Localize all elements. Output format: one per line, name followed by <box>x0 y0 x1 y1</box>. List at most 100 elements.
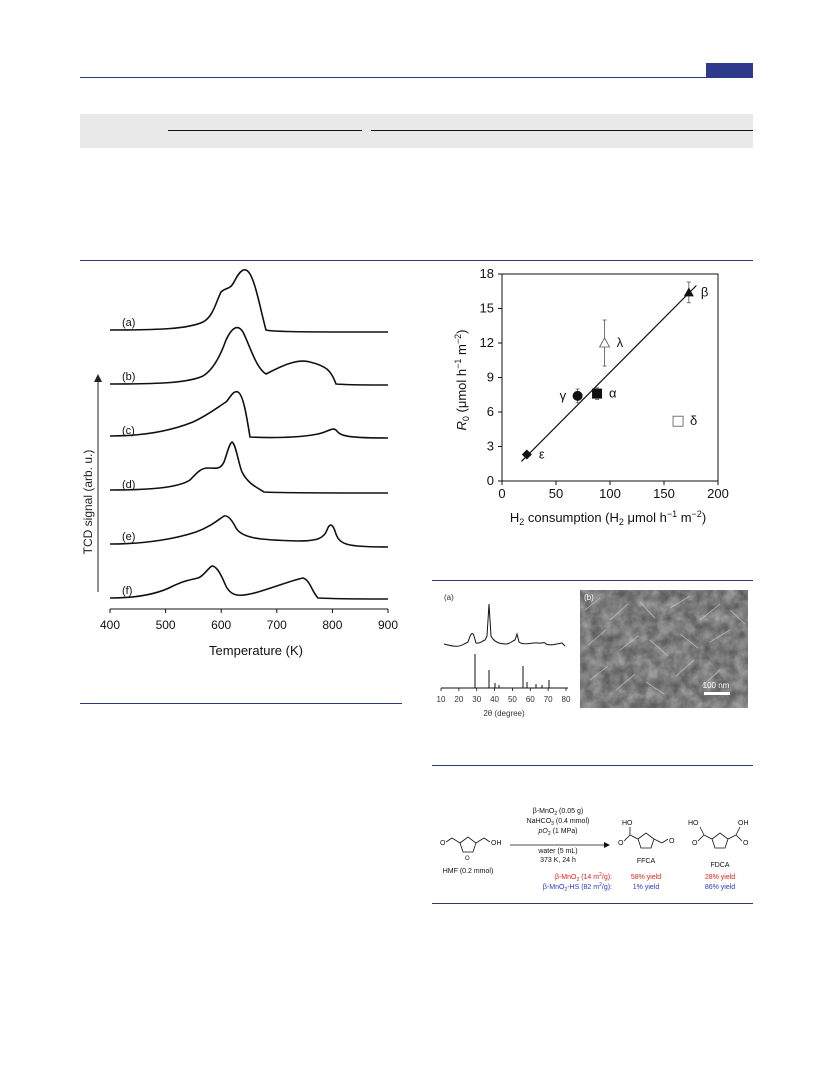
scatter-y-tick-label: 3 <box>487 439 494 454</box>
scatter-x-tick-label: 50 <box>549 486 563 501</box>
hmf-label: HMF (0.2 mmol) <box>443 868 494 875</box>
xrd-top-rule <box>432 580 753 581</box>
xrd-x-label: 2θ (degree) <box>483 709 525 718</box>
tpr-curve-a <box>109 269 389 333</box>
xrd-chart: (a) 10 20 30 40 50 60 70 80 2θ (degree) <box>437 593 571 718</box>
scatter-y-tick-label: 18 <box>480 266 494 281</box>
tpr-curve-c <box>109 390 389 439</box>
xrd-x-tick-label: 70 <box>544 695 553 704</box>
tpr-label-e: (e) <box>122 531 135 543</box>
scatter-y-tick-label: 0 <box>487 473 494 488</box>
row1-fdca-yield: 28% yield <box>705 874 735 881</box>
tpr-x-tick-label: 500 <box>156 618 176 632</box>
fdca-ho: HO <box>688 820 699 827</box>
xrd-x-tick-label: 40 <box>490 695 499 704</box>
hmf-oh: OH <box>491 840 502 847</box>
scatter-chart: 0 50 100 150 200 0 3 6 9 12 15 18 β λ γ α δ ε H2 consumpt… <box>453 266 729 527</box>
tpr-label-b: (b) <box>122 371 135 383</box>
tpr-x-tick-label: 900 <box>378 618 398 632</box>
row1-catalyst: β-MnO2 (14 m2/g): <box>555 872 612 883</box>
scatter-x-tick-label: 150 <box>653 486 675 501</box>
scatter-point-label: ε <box>539 447 545 462</box>
row1-ffca-yield: 58% yield <box>631 874 661 881</box>
ffca-ho: HO <box>622 820 633 827</box>
scatter-y-axis-label: R0 (μmol h−1 m−2) <box>453 330 471 431</box>
xrd-x-ticks: 10 20 30 40 50 60 70 80 <box>437 688 571 704</box>
tpr-x-ticks: 400 500 600 700 800 900 <box>100 609 398 632</box>
xrd-x-tick-label: 30 <box>472 695 481 704</box>
xrd-panel-label: (a) <box>444 593 454 602</box>
condition-temp-time: 373 K, 24 h <box>540 857 576 864</box>
scatter-frame <box>501 273 719 482</box>
scatter-x-axis-label: H2 consumption (H2 μmol h−1 m−2) <box>510 509 706 527</box>
ffca-structure <box>623 827 669 849</box>
sem-texture: (b) 100 nm <box>580 590 748 708</box>
xrd-x-tick-label: 20 <box>454 695 463 704</box>
scatter-y-tick-label: 12 <box>480 335 494 350</box>
table-header-band <box>80 114 753 148</box>
sem-panel-label: (b) <box>584 593 594 602</box>
tpr-label-d: (d) <box>122 479 135 491</box>
tpr-curve-e <box>109 515 389 548</box>
tpr-x-tick-label: 600 <box>211 618 231 632</box>
tpr-chart: TCD signal (arb. u.) (a) (b) (c) (d) (e)… <box>81 269 398 658</box>
fdca-oh: OH <box>738 820 749 827</box>
figure-top-rule <box>80 260 753 261</box>
figure-left-bottom-rule <box>80 703 402 704</box>
tpr-x-label: Temperature (K) <box>209 643 303 658</box>
scatter-point-label: γ <box>560 388 567 403</box>
fdca-o-right: O <box>743 840 749 847</box>
tpr-label-c: (c) <box>122 425 135 437</box>
scatter-point <box>592 388 603 399</box>
ffca-o-right: O <box>669 838 675 845</box>
fdca-label: FDCA <box>710 862 729 869</box>
reaction-scheme: O O OH HMF (0.2 mmol) β-MnO2 (0.05 g) Na… <box>440 808 749 893</box>
xrd-x-tick-label: 60 <box>526 695 535 704</box>
reaction-arrowhead <box>604 842 610 848</box>
ffca-o-left: O <box>618 840 624 847</box>
xrd-x-tick-label: 80 <box>562 695 571 704</box>
scatter-y-tick-label: 15 <box>480 301 494 316</box>
condition-base: NaHCO3 (0.4 mmol) <box>527 818 590 827</box>
scatter-point-label: δ <box>690 413 697 428</box>
xrd-reference-sticks <box>474 654 550 688</box>
scatter-point-label: α <box>609 386 617 401</box>
row2-catalyst: β-MnO2-HS (82 m2/g): <box>543 882 612 893</box>
tpr-x-tick-label: 400 <box>100 618 120 632</box>
condition-oxygen: pO2 (1 MPa) <box>538 828 578 837</box>
scatter-y-tick-label: 6 <box>487 404 494 419</box>
table-column-rule-left <box>168 130 362 131</box>
scatter-point <box>521 449 532 460</box>
fdca-o-left: O <box>692 840 698 847</box>
xrd-x-tick-label: 10 <box>437 695 446 704</box>
tpr-label-a: (a) <box>122 317 135 329</box>
scatter-x-tick-label: 200 <box>707 486 729 501</box>
tpr-label-f: (f) <box>122 585 132 597</box>
tpr-x-tick-label: 700 <box>267 618 287 632</box>
scheme-bottom-rule <box>432 903 753 904</box>
hmf-aldehyde-o: O <box>440 840 446 847</box>
scheme-top-rule <box>432 765 753 766</box>
row2-fdca-yield: 86% yield <box>705 884 735 891</box>
scatter-point-label: β <box>701 284 708 299</box>
scatter-fit-line <box>521 285 697 462</box>
tpr-curve-f <box>109 565 389 600</box>
tpr-y-label: TCD signal (arb. u.) <box>81 450 95 555</box>
hmf-structure <box>445 836 491 853</box>
scatter-plot-area: 0 50 100 150 200 0 3 6 9 12 15 18 β λ γ α δ ε <box>480 266 729 501</box>
tpr-curve-d <box>109 441 389 494</box>
scatter-point <box>672 415 684 427</box>
fdca-structure <box>697 826 743 849</box>
sem-image: (b) 100 nm <box>580 590 748 708</box>
header-accent-block <box>706 63 753 78</box>
scatter-y-tick-label: 9 <box>487 370 494 385</box>
scatter-point-label: λ <box>617 335 624 350</box>
sem-scale-label: 100 nm <box>703 681 730 690</box>
xrd-pattern <box>443 603 566 647</box>
condition-solvent: water (5 mL) <box>537 848 577 855</box>
sem-scale-bar <box>704 692 730 695</box>
scatter-point <box>572 390 583 401</box>
condition-catalyst: β-MnO2 (0.05 g) <box>533 808 583 817</box>
tpr-x-tick-label: 800 <box>322 618 342 632</box>
header-rule <box>80 77 753 78</box>
